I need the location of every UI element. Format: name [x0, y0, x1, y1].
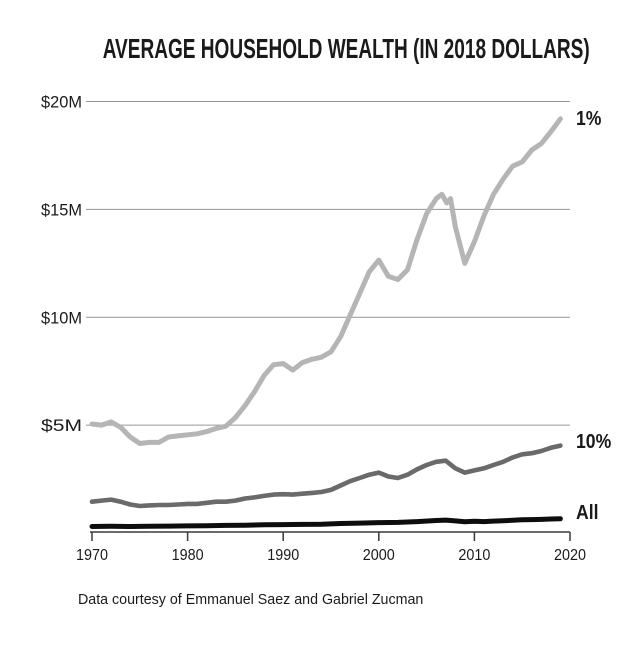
data-source-caption: Data courtesy of Emmanuel Saez and Gabri… — [78, 591, 424, 608]
x-axis-tick-label: 2010 — [458, 547, 490, 564]
series-line-top-10-percent — [89, 443, 563, 509]
series-label-all-households: All — [576, 502, 599, 524]
series-label-top-10-percent: 10% — [576, 431, 612, 453]
x-axis-tick-label: 2020 — [554, 547, 586, 564]
series-line-all-households — [89, 516, 563, 529]
y-axis-tick-label: $5M — [41, 416, 82, 435]
x-axis: 1970 1980 1990 2000 2010 2020 — [76, 531, 586, 564]
x-axis-tick-label: 1970 — [76, 547, 108, 564]
y-axis-tick-label: $10M — [41, 308, 82, 327]
y-axis-tick-label: $15M — [41, 200, 82, 219]
x-axis-tick-label: 2000 — [363, 547, 395, 564]
series-line-top-1-percent — [89, 116, 563, 446]
x-axis-tick-label: 1980 — [172, 547, 204, 564]
series-label-top-1-percent: 1% — [576, 108, 602, 130]
chart-title: AVERAGE HOUSEHOLD WEALTH (IN 2018 DOLLAR… — [102, 33, 590, 64]
gridlines: $5M $10M $15M $20M — [41, 93, 570, 435]
series-lines — [89, 116, 563, 529]
y-axis-tick-label: $20M — [41, 93, 82, 112]
x-axis-tick-label: 1990 — [267, 547, 299, 564]
